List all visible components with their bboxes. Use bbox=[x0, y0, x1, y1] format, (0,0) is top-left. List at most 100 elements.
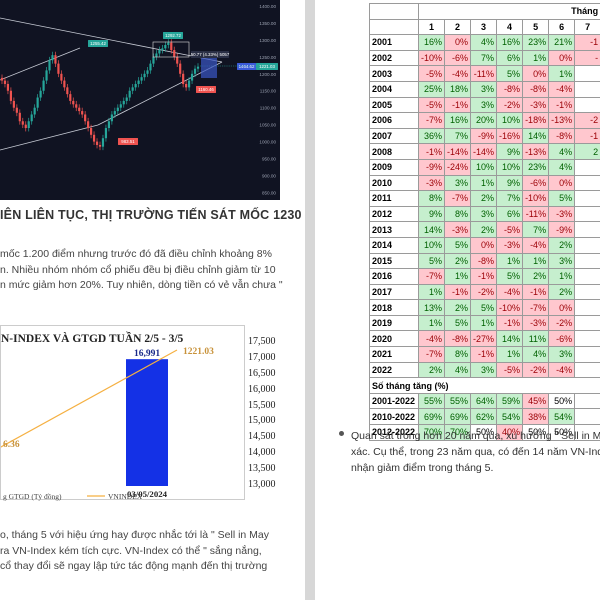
return-cell bbox=[574, 205, 600, 223]
right-axis-tick-label: 16,500 bbox=[248, 367, 276, 379]
return-cell: 20% bbox=[470, 112, 498, 129]
return-cell: 2% bbox=[444, 299, 472, 316]
candle-body bbox=[134, 83, 137, 88]
year-cell: 2020 bbox=[369, 330, 419, 348]
table-row: 2011 8% -7% 2% 7% -10% 5% bbox=[369, 190, 600, 207]
return-cell: 3% bbox=[444, 174, 472, 192]
return-cell: 14% bbox=[496, 330, 524, 348]
candle-body bbox=[137, 80, 140, 84]
summary-cell: 64% bbox=[470, 392, 498, 410]
return-cell: -4% bbox=[548, 361, 576, 379]
callout-low-bg bbox=[118, 138, 138, 145]
candle-body bbox=[152, 56, 155, 64]
return-cell: -11% bbox=[470, 65, 498, 82]
candle-body bbox=[15, 107, 18, 113]
return-cell: 14% bbox=[522, 127, 550, 145]
year-cell: 2016 bbox=[369, 268, 419, 285]
callout-left-tag: 1464.62 bbox=[239, 64, 255, 69]
candle-body bbox=[9, 90, 13, 101]
return-cell: 2 bbox=[574, 143, 600, 160]
table-row: 2008 -1% -14% -14% 9% -13% 4% 2 bbox=[369, 143, 600, 160]
return-cell: 8% bbox=[444, 346, 472, 363]
return-cell: 23% bbox=[522, 158, 550, 176]
return-cell: 1% bbox=[548, 268, 576, 285]
candle-body bbox=[72, 100, 75, 105]
table-row: 2003 -5% -4% -11% 5% 0% 1% bbox=[369, 65, 600, 82]
return-cell bbox=[574, 221, 600, 238]
legend-line-label: VNINDEX bbox=[108, 492, 143, 501]
year-cell: 2018 bbox=[369, 299, 419, 316]
return-cell: -13% bbox=[548, 112, 576, 129]
return-cell: 14% bbox=[417, 221, 446, 238]
year-cell: 2014 bbox=[369, 236, 419, 254]
return-cell: -3% bbox=[496, 236, 524, 254]
summary-row: 2012-2022 70% 70% 50% 40% 50% 50% bbox=[369, 424, 600, 441]
candle-body bbox=[170, 42, 173, 51]
price-tick-label: 950.00 bbox=[262, 157, 276, 162]
paragraph-1-line: n mức giảm hơn 20%. Tuy nhiên, dòng tiền… bbox=[0, 279, 283, 291]
candle-body bbox=[155, 53, 158, 57]
year-cell: 2022 bbox=[369, 361, 419, 379]
return-cell: 7% bbox=[522, 221, 550, 238]
return-cell: 8% bbox=[417, 190, 446, 207]
candle-body bbox=[6, 83, 10, 91]
candle-body bbox=[33, 107, 36, 115]
candle-body bbox=[63, 80, 66, 88]
return-cell: 0% bbox=[548, 299, 576, 316]
candle-body bbox=[57, 63, 60, 74]
month-group-header: Tháng bbox=[417, 3, 600, 20]
return-cell: -18% bbox=[522, 112, 550, 129]
analysis-line: nhận giảm điểm trong tháng 5. bbox=[351, 462, 494, 474]
seasonal-returns-table: Tháng 1 2 3 4 5 6 7 2001 16% 0% 4% 16% 23% 21% -1 2002 -1… bbox=[368, 3, 600, 441]
return-cell: -3% bbox=[522, 96, 550, 114]
candle-body bbox=[167, 42, 170, 45]
callout-high-right: 1292.72 bbox=[165, 33, 181, 38]
right-axis-tick-label: 16,000 bbox=[248, 383, 276, 395]
return-cell: -8% bbox=[548, 127, 576, 145]
return-cell: -4% bbox=[444, 65, 472, 82]
candle-body bbox=[69, 94, 72, 101]
candle-body bbox=[161, 48, 164, 51]
return-cell: -6% bbox=[444, 49, 472, 67]
return-cell: 2% bbox=[548, 283, 576, 301]
return-cell: -1 bbox=[574, 34, 600, 51]
return-cell: 1% bbox=[496, 346, 524, 363]
price-tick-label: 1000.00 bbox=[259, 140, 276, 145]
return-cell: -1% bbox=[522, 283, 550, 301]
return-cell: 0% bbox=[548, 49, 576, 67]
candle-body bbox=[0, 77, 4, 81]
return-cell: 2% bbox=[470, 221, 498, 238]
x-axis-label: 03/05/2024 bbox=[127, 489, 168, 499]
candle-body bbox=[101, 138, 105, 147]
callout-current-price: 1221.03 bbox=[259, 64, 275, 69]
candle-body bbox=[196, 66, 200, 69]
return-cell: -14% bbox=[444, 143, 472, 160]
candle-body bbox=[60, 73, 63, 81]
analysis-line: Quan sát trong hơn 20 năm qua, xu hướng … bbox=[351, 430, 600, 442]
return-cell: 7% bbox=[496, 190, 524, 207]
paragraph-1-line: mốc 1.200 điểm nhưng trước đó đã điều ch… bbox=[0, 248, 272, 260]
candle-body bbox=[110, 114, 113, 122]
return-cell: -1% bbox=[444, 96, 472, 114]
candle-body bbox=[173, 50, 176, 57]
candle-body bbox=[185, 83, 188, 88]
return-cell: 1% bbox=[470, 314, 498, 332]
return-cell: 13% bbox=[417, 299, 446, 316]
year-cell: 2006 bbox=[369, 112, 419, 129]
paragraph-1: mốc 1.200 điểm nhưng trước đó đã điều ch… bbox=[0, 247, 300, 294]
table-row: 2012 9% 8% 3% 6% -11% -3% bbox=[369, 205, 600, 223]
candle-body bbox=[18, 112, 21, 122]
return-cell: -4% bbox=[522, 236, 550, 254]
summary-cell bbox=[574, 424, 600, 441]
table-row: 2022 2% 4% 3% -5% -2% -4% bbox=[369, 361, 600, 379]
candle-body bbox=[75, 104, 78, 108]
return-cell: 8% bbox=[444, 205, 472, 223]
return-cell: -4% bbox=[496, 283, 524, 301]
return-cell: 2% bbox=[548, 236, 576, 254]
return-cell: -7% bbox=[522, 299, 550, 316]
return-cell: 2% bbox=[417, 361, 446, 379]
year-cell: 2008 bbox=[369, 143, 419, 160]
return-cell: -9% bbox=[548, 221, 576, 238]
